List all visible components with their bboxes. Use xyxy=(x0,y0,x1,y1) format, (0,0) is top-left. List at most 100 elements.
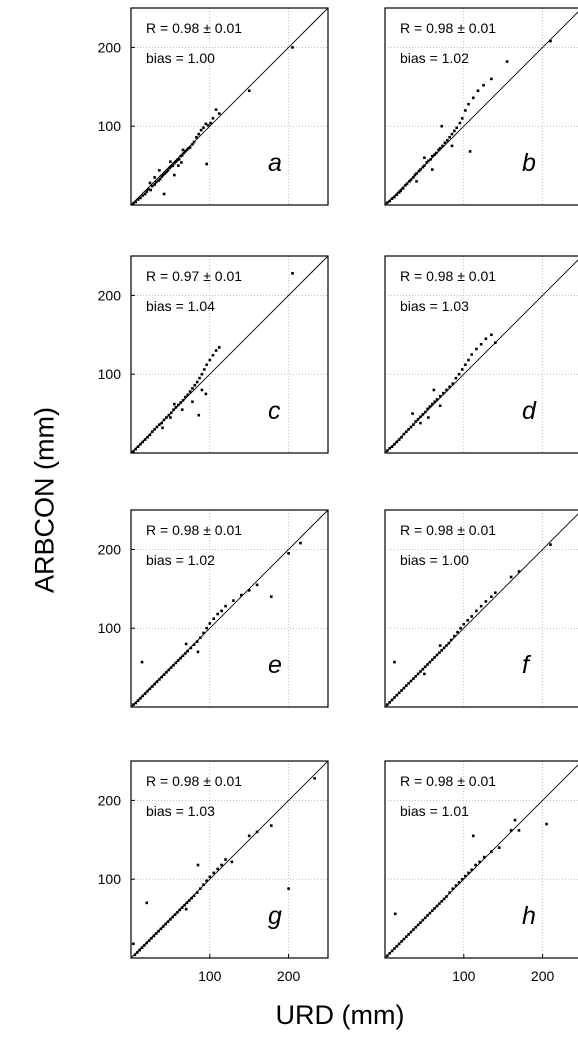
data-point xyxy=(454,884,458,887)
data-point xyxy=(441,144,444,148)
data-point xyxy=(230,860,234,864)
data-point xyxy=(146,689,149,693)
data-point xyxy=(200,372,204,376)
data-point xyxy=(192,894,196,898)
data-point xyxy=(451,382,455,385)
data-point xyxy=(395,944,399,948)
data-point xyxy=(139,196,142,200)
data-point xyxy=(438,644,442,647)
data-point xyxy=(160,175,164,178)
data-point xyxy=(440,124,444,128)
data-point xyxy=(404,184,407,187)
data-point xyxy=(457,372,461,376)
data-point xyxy=(449,638,453,642)
data-point xyxy=(160,675,164,679)
data-point xyxy=(517,829,521,832)
data-point xyxy=(433,400,436,404)
data-point xyxy=(167,668,171,672)
data-point xyxy=(148,433,152,437)
data-point xyxy=(216,612,219,616)
data-point xyxy=(174,405,178,409)
data-point xyxy=(192,643,196,647)
data-point xyxy=(181,654,185,658)
data-point xyxy=(136,198,140,201)
data-point xyxy=(193,383,197,387)
data-point xyxy=(490,595,493,598)
data-point xyxy=(150,937,153,940)
y-tick-label: 100 xyxy=(98,871,122,887)
data-point xyxy=(451,887,455,890)
data-point xyxy=(145,190,149,193)
x-tick-label: 200 xyxy=(531,968,555,984)
data-point xyxy=(205,363,208,367)
data-point xyxy=(470,353,473,356)
data-point xyxy=(195,135,198,139)
data-point xyxy=(419,415,422,419)
data-point xyxy=(167,413,171,417)
data-point xyxy=(471,834,475,838)
data-point xyxy=(172,663,175,667)
panel-letter: f xyxy=(522,651,532,679)
data-point xyxy=(165,416,168,419)
data-point xyxy=(494,591,497,595)
data-point xyxy=(464,363,467,367)
data-point xyxy=(162,418,166,422)
data-point xyxy=(434,151,438,155)
data-point xyxy=(404,935,408,939)
data-point xyxy=(414,420,418,423)
panel-f: R = 0.98 ± 0.01 bias = 1.00 f xyxy=(384,509,578,708)
data-point xyxy=(428,660,432,664)
data-point xyxy=(220,609,223,613)
data-point xyxy=(208,358,212,362)
data-point xyxy=(453,634,456,638)
data-point xyxy=(141,440,145,444)
data-point xyxy=(416,923,420,927)
data-point xyxy=(205,162,208,166)
data-point xyxy=(395,440,399,444)
panel-g: 100 200 100 200 R = 0.98 ± 0.01 bias = 1.03 g xyxy=(98,760,329,984)
data-point xyxy=(425,161,429,164)
data-point xyxy=(195,380,199,384)
data-point xyxy=(427,416,430,419)
data-point xyxy=(482,855,486,859)
data-point xyxy=(490,77,493,81)
data-point xyxy=(423,164,426,167)
data-point xyxy=(166,920,170,924)
data-point xyxy=(397,438,401,441)
r-annotation: R = 0.98 ± 0.01 xyxy=(146,773,242,789)
data-point xyxy=(164,922,167,926)
data-point xyxy=(165,671,168,674)
data-point xyxy=(412,928,415,931)
data-point xyxy=(419,421,422,425)
data-point xyxy=(435,653,439,657)
data-point xyxy=(134,200,138,204)
data-point xyxy=(413,173,417,177)
data-point xyxy=(468,150,472,153)
data-point xyxy=(400,435,403,439)
x-tick-label: 200 xyxy=(277,968,301,984)
data-point xyxy=(454,376,458,380)
data-point xyxy=(513,818,517,822)
plot-frame xyxy=(130,7,329,206)
data-point xyxy=(429,157,433,161)
data-point xyxy=(400,689,403,692)
data-point xyxy=(139,697,142,700)
data-point xyxy=(192,140,196,144)
y-tick-label: 200 xyxy=(98,541,122,557)
data-point xyxy=(134,447,138,451)
data-point xyxy=(141,694,145,698)
data-point xyxy=(181,148,185,152)
data-point xyxy=(136,699,140,702)
data-point xyxy=(132,202,135,205)
data-point xyxy=(430,402,434,406)
data-point xyxy=(393,660,396,664)
data-point xyxy=(191,143,194,146)
data-point xyxy=(397,942,401,946)
data-point xyxy=(400,940,403,943)
data-point xyxy=(162,673,166,676)
bias-annotation: bias = 1.00 xyxy=(400,552,469,568)
data-point xyxy=(405,182,409,186)
r-annotation: R = 0.98 ± 0.01 xyxy=(400,522,496,538)
data-point xyxy=(435,904,439,908)
data-point xyxy=(423,410,427,414)
